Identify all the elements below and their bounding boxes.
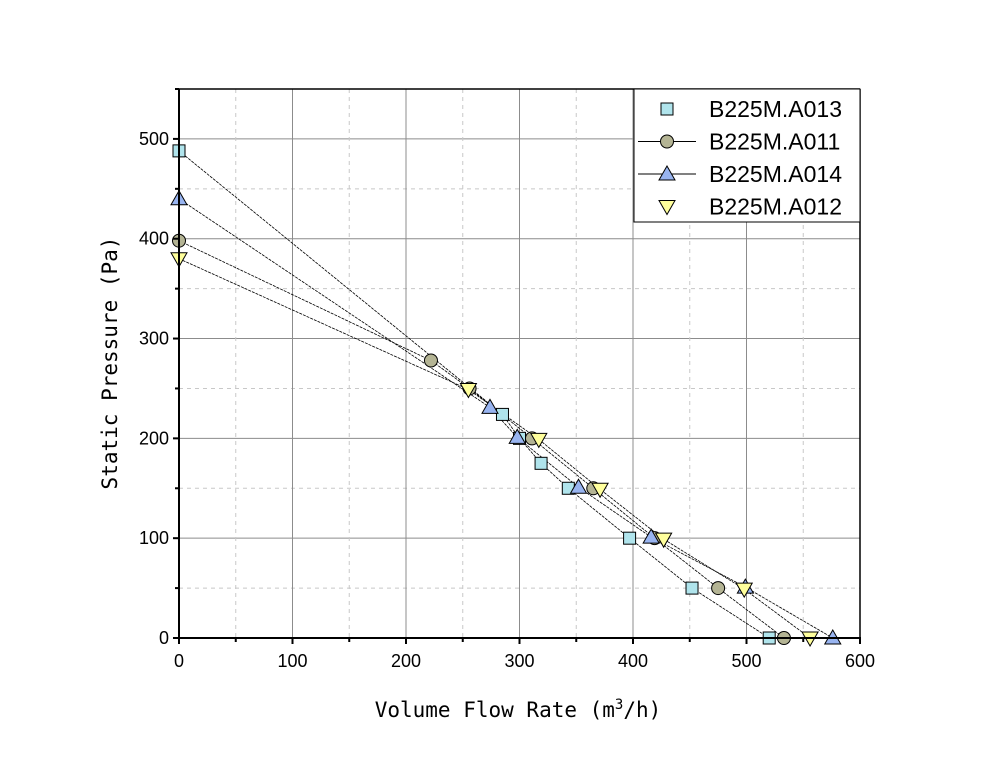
legend-marker-triangle-down [658, 200, 676, 216]
data-point-circle [423, 353, 438, 368]
y-tick-label: 300 [139, 329, 169, 349]
tick-labels: 0 100 200 300 400 500 600 0 100 200 300 400 500 [139, 129, 875, 671]
axes [173, 88, 861, 644]
data-point-triangle-up [642, 528, 661, 544]
series-line-B225M.A012 [178, 258, 811, 639]
legend-marker-triangle-up [658, 164, 676, 181]
data-point-triangle-up [481, 398, 499, 414]
data-point-triangle-up [508, 428, 527, 444]
y-tick-label: 500 [139, 129, 169, 149]
data-point-circle [711, 581, 726, 596]
x-tick-label: 600 [845, 651, 875, 671]
data-point-triangle-down [591, 482, 609, 499]
x-tick-label: 0 [174, 651, 184, 671]
series-lines [178, 150, 833, 639]
x-tick-label: 100 [277, 651, 307, 671]
data-point-triangle-down [654, 532, 673, 549]
legend-marker-circle [660, 134, 674, 149]
data-point-square [534, 456, 548, 470]
x-axis-label-tail: /h) [623, 698, 661, 722]
legend-label: B225M.A011 [709, 129, 840, 155]
y-tick-label: 100 [139, 528, 169, 548]
data-point-triangle-down [735, 582, 754, 599]
x-tick-label: 400 [618, 651, 648, 671]
y-tick-label: 0 [159, 628, 169, 648]
legend-label: B225M.A014 [709, 161, 842, 187]
data-point-triangle-up [569, 478, 588, 494]
x-tick-label: 500 [731, 651, 761, 671]
data-point-square [685, 581, 699, 595]
y-tick-label: 400 [139, 229, 169, 249]
x-axis-label-sup: 3 [615, 697, 623, 713]
series-line-B225M.A013 [178, 150, 770, 639]
legend-marker-square [660, 102, 674, 116]
x-axis-label: Volume Flow Rate (m3/h) [375, 697, 662, 722]
data-point-triangle-down [529, 432, 548, 449]
data-point-square [623, 531, 637, 545]
grid [179, 88, 860, 638]
data-point-triangle-down [459, 382, 478, 399]
x-tick-label: 200 [391, 651, 421, 671]
legend-label: B225M.A013 [709, 96, 842, 122]
y-axis-label: Static Pressure (Pa) [98, 237, 122, 490]
series-line-B225M.A011 [178, 240, 785, 639]
x-tick-label: 300 [504, 651, 534, 671]
x-axis-label-main: Volume Flow Rate (m [375, 698, 615, 722]
y-tick-label: 200 [139, 428, 169, 448]
data-point-square [495, 407, 509, 421]
legend-label: B225M.A012 [709, 194, 842, 220]
legend: B225M.A013 B225M.A011 B225M.A014 B225M.A012 [633, 88, 861, 223]
